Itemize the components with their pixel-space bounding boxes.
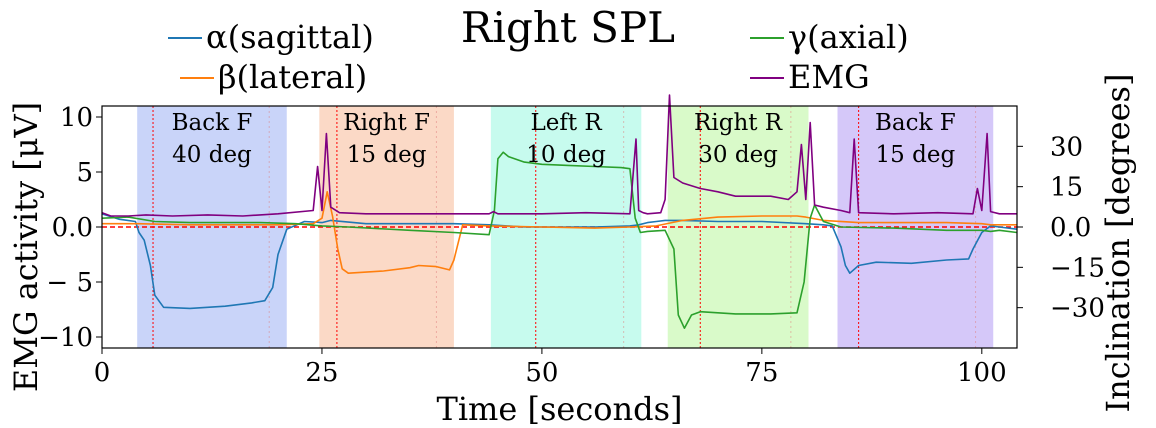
region-degree-label: 10 deg [526,142,606,168]
region-label: Left R [530,110,602,136]
x-tick-label: 75 [745,358,778,388]
y-right-tick-label: 30 [1050,132,1083,162]
x-axis-label: Time [seconds] [436,390,682,428]
legend-label: β(lateral) [218,58,367,96]
y-right-tick-label: −15 [1050,253,1105,283]
y-left-tick-label: −10 [38,323,93,353]
y-right-tick-label: −30 [1050,294,1105,324]
legend-label: α(sagittal) [206,18,374,56]
series-line [102,191,1017,275]
y-left-tick-label: 10 [60,103,93,133]
x-tick-label: 25 [305,358,338,388]
y-right-tick-label: 15 [1050,173,1083,203]
series-line [101,213,1018,310]
legend-label: γ(axial) [788,18,909,56]
y-left-tick-label: − 5 [46,268,93,298]
region-degree-label: 40 deg [172,142,252,168]
region-degree-label: 15 deg [347,142,427,168]
x-tick-label: 100 [957,358,1007,388]
region-label: Right F [343,110,430,136]
chart-title: Right SPL [461,3,675,52]
y-left-tick-label: 0.0 [52,213,93,243]
series-line [101,94,1017,217]
y-right-axis-label: Inclination [degrees] [1099,74,1137,413]
x-tick-label: 50 [525,358,558,388]
region-label: Back F [172,110,253,136]
y-left-axis-label: EMG activity [μV] [7,102,45,392]
series-line [101,151,1018,330]
region-degree-label: 15 deg [876,142,956,168]
x-tick-label: 0 [94,358,111,388]
y-right-tick-label: 0.0 [1050,213,1091,243]
legend-label: EMG [788,58,870,96]
region-degree-label: 30 deg [698,142,778,168]
y-left-tick-label: 5 [76,158,93,188]
region-label: Back F [875,110,956,136]
region-label: Right R [694,110,783,136]
